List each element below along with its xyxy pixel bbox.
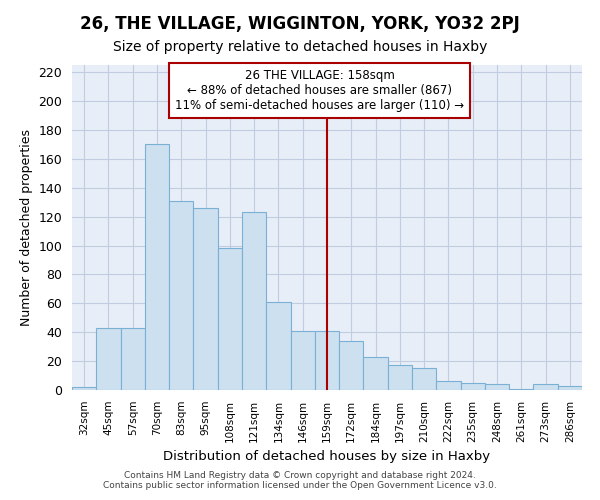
X-axis label: Distribution of detached houses by size in Haxby: Distribution of detached houses by size … — [163, 450, 491, 463]
Bar — [509, 388, 533, 390]
Bar — [145, 144, 169, 390]
Bar — [558, 386, 582, 390]
Bar — [436, 382, 461, 390]
Text: 26 THE VILLAGE: 158sqm
← 88% of detached houses are smaller (867)
11% of semi-de: 26 THE VILLAGE: 158sqm ← 88% of detached… — [175, 70, 464, 112]
Bar — [388, 366, 412, 390]
Bar — [315, 331, 339, 390]
Bar — [461, 383, 485, 390]
Text: Contains HM Land Registry data © Crown copyright and database right 2024.
Contai: Contains HM Land Registry data © Crown c… — [103, 470, 497, 490]
Bar — [533, 384, 558, 390]
Text: Size of property relative to detached houses in Haxby: Size of property relative to detached ho… — [113, 40, 487, 54]
Bar — [339, 341, 364, 390]
Bar — [290, 331, 315, 390]
Bar — [364, 357, 388, 390]
Text: 26, THE VILLAGE, WIGGINTON, YORK, YO32 2PJ: 26, THE VILLAGE, WIGGINTON, YORK, YO32 2… — [80, 15, 520, 33]
Bar — [169, 201, 193, 390]
Bar — [72, 387, 96, 390]
Bar — [412, 368, 436, 390]
Bar — [218, 248, 242, 390]
Bar — [485, 384, 509, 390]
Bar — [266, 302, 290, 390]
Bar — [96, 328, 121, 390]
Bar — [193, 208, 218, 390]
Y-axis label: Number of detached properties: Number of detached properties — [20, 129, 33, 326]
Bar — [242, 212, 266, 390]
Bar — [121, 328, 145, 390]
